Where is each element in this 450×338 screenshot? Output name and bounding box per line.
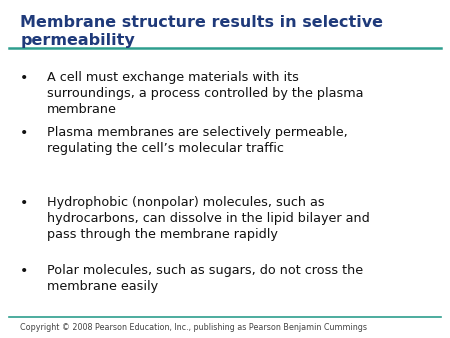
Text: •: •: [20, 71, 29, 85]
Text: Polar molecules, such as sugars, do not cross the
membrane easily: Polar molecules, such as sugars, do not …: [47, 264, 364, 293]
Text: Plasma membranes are selectively permeable,
regulating the cell’s molecular traf: Plasma membranes are selectively permeab…: [47, 126, 348, 155]
Text: •: •: [20, 264, 29, 278]
Text: •: •: [20, 126, 29, 140]
Text: A cell must exchange materials with its
surroundings, a process controlled by th: A cell must exchange materials with its …: [47, 71, 364, 116]
Text: Membrane structure results in selective
permeability: Membrane structure results in selective …: [20, 15, 383, 48]
Text: •: •: [20, 196, 29, 210]
Text: Copyright © 2008 Pearson Education, Inc., publishing as Pearson Benjamin Cumming: Copyright © 2008 Pearson Education, Inc.…: [20, 323, 367, 332]
Text: Hydrophobic (nonpolar) molecules, such as
hydrocarbons, can dissolve in the lipi: Hydrophobic (nonpolar) molecules, such a…: [47, 196, 370, 241]
